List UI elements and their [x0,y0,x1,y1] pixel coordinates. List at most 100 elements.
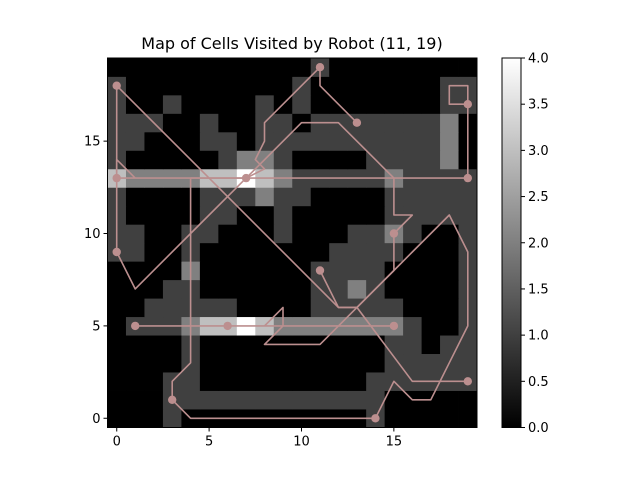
heatmap-cell [366,187,386,207]
heatmap-cell [162,409,182,428]
heatmap-cell [107,261,127,281]
heatmap-cell [218,279,238,299]
heatmap-cell [107,372,127,391]
heatmap-cell [218,372,238,391]
heatmap-cell [236,94,256,114]
heatmap-cell [273,76,293,96]
heatmap-cell [310,390,330,410]
heatmap-cell [347,390,367,410]
heatmap-cell [347,279,367,299]
heatmap-cell [384,76,404,96]
heatmap-cell [421,94,441,114]
heatmap-cell [162,353,182,373]
heatmap-cell [384,150,404,170]
heatmap-cell [181,58,201,77]
heatmap-cell [199,353,219,373]
path-line [171,121,395,420]
heatmap-cell [458,335,478,355]
heatmap-cell [236,242,256,262]
heatmap-cell [162,58,182,77]
heatmap-cell [440,131,459,151]
heatmap-cell [255,94,275,114]
heatmap-cell [458,390,478,410]
colorbar-tick-label: 2.0 [528,236,549,251]
heatmap-cell [125,353,145,373]
heatmap-cell [199,372,219,391]
heatmap-cell [421,205,441,225]
heatmap-cell [403,409,422,428]
heatmap-cell [273,205,293,225]
heatmap-cell [440,187,459,207]
heatmap-cell [107,409,127,428]
heatmap-cell [366,335,386,355]
heatmap-cell [329,58,349,77]
heatmap-cell [403,261,422,281]
heatmap-cell [329,261,349,281]
heatmap-cell [144,353,164,373]
heatmap-cell [236,390,256,410]
heatmap-cell [347,353,367,373]
path-marker [315,62,325,72]
robot-paths [115,66,469,420]
heatmap-cell [236,58,256,77]
heatmap-cell [403,335,422,355]
heatmap-cell [218,390,238,410]
heatmap-cell [144,279,164,299]
heatmap-cell [162,76,182,96]
heatmap-cell [310,150,330,170]
heatmap-cell [273,187,293,207]
heatmap-cell [329,131,349,151]
heatmap-cell [273,224,293,244]
path-marker [112,247,121,257]
heatmap-cell [273,261,293,281]
heatmap-cell [199,58,219,77]
heatmap-cell [458,205,478,225]
heatmap-cell [366,242,386,262]
heatmap-cell [403,187,422,207]
heatmap-cell [218,76,238,96]
heatmap-cell [162,94,182,114]
heatmap-cell [218,58,238,77]
heatmap-cell [236,298,256,318]
y-tick-label: 5 [92,319,100,334]
heatmap-cell [384,298,404,318]
heatmap-cell [458,224,478,244]
path-marker [315,266,325,275]
heatmap-cell [421,316,441,336]
heatmap-cell [384,94,404,114]
heatmap-cell [162,298,182,318]
heatmap-cell [162,279,182,299]
heatmap-cell [403,94,422,114]
heatmap-cell [273,372,293,391]
heatmap-cell [421,76,441,96]
heatmap-cell [384,390,404,410]
heatmap-cell [329,390,349,410]
heatmap-cell [384,279,404,299]
heatmap-cell [255,261,275,281]
colorbar-tick-label: 4.0 [528,52,549,67]
heatmap-cell [292,58,312,77]
heatmap-cell [255,372,275,391]
heatmap-cell [366,76,386,96]
heatmap-cell [107,298,127,318]
heatmap-cell [107,279,127,299]
heatmap-cell [421,279,441,299]
heatmap-cell [162,187,182,207]
colorbar-tick-label: 1.0 [528,329,549,344]
colorbar-gradient [501,57,522,428]
heatmap-cell [107,353,127,373]
heatmap-cell [218,113,238,133]
heatmap-cell [162,224,182,244]
heatmap-cell [162,335,182,355]
heatmap-cell [218,335,238,355]
heatmap-cell [403,150,422,170]
heatmap-cell [384,131,404,151]
chart-title: Map of Cells Visited by Robot (11, 19) [141,34,442,53]
heatmap-cell [144,409,164,428]
heatmap-cell [125,205,145,225]
heatmap-cell [384,113,404,133]
y-tick-label: 10 [84,227,101,242]
heatmap-cell [421,335,441,355]
heatmap-cell [440,409,459,428]
